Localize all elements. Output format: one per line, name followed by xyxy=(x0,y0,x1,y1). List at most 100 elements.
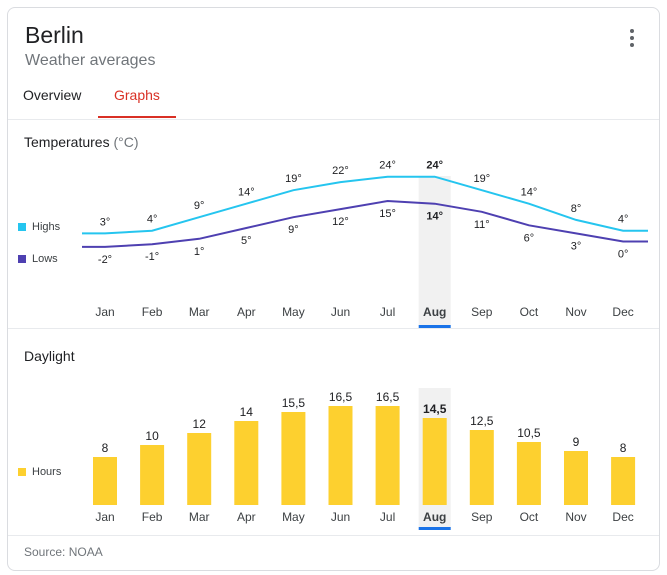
weather-card: Berlin Weather averages Overview Graphs … xyxy=(7,7,660,571)
tab-graphs[interactable]: Graphs xyxy=(114,87,160,103)
daylight-bar xyxy=(469,430,494,505)
highs-swatch xyxy=(18,223,26,231)
legend-lows: Lows xyxy=(18,253,58,265)
x-tick-label: Jun xyxy=(331,510,350,524)
highs-data-label: 24° xyxy=(379,160,396,172)
daylight-bar xyxy=(281,412,306,505)
temperature-unit: (°C) xyxy=(113,134,139,150)
daylight-data-label: 15,5 xyxy=(282,396,306,410)
daylight-bar xyxy=(564,451,588,505)
daylight-bar xyxy=(375,406,400,505)
card-subtitle: Weather averages xyxy=(25,52,156,69)
highs-series-line xyxy=(82,175,648,235)
daylight-title: Daylight xyxy=(24,348,75,364)
legend-hours: Hours xyxy=(18,466,61,478)
selected-month-band xyxy=(418,176,451,326)
daylight-data-label: 16,5 xyxy=(329,390,353,404)
highs-data-label: 24° xyxy=(426,160,443,172)
x-tick-label: Dec xyxy=(612,305,633,319)
daylight-bar xyxy=(93,457,117,505)
daylight-bar xyxy=(516,442,541,505)
highs-data-label: 19° xyxy=(473,173,490,185)
lows-data-label: -1° xyxy=(145,251,159,263)
x-tick-label: Oct xyxy=(520,305,539,319)
lows-series-line xyxy=(82,199,648,248)
daylight-bar xyxy=(611,457,636,505)
legend-hours-label: Hours xyxy=(32,466,62,478)
highs-data-label: 14° xyxy=(521,187,538,199)
lows-data-label: 14° xyxy=(426,211,443,223)
lows-data-label: 0° xyxy=(618,249,629,261)
x-tick-label: Sep xyxy=(471,510,493,524)
temperatures-title: Temperatures (°C) xyxy=(24,134,139,150)
daylight-data-label: 14 xyxy=(240,405,254,419)
lows-data-label: 6° xyxy=(524,232,535,244)
x-tick-label: Jan xyxy=(95,510,114,524)
x-tick-label: Apr xyxy=(237,305,256,319)
x-tick-label: Feb xyxy=(142,305,163,319)
x-tick-label: Mar xyxy=(189,305,210,319)
source-note: Source: NOAA xyxy=(24,545,103,559)
legend-lows-label: Lows xyxy=(32,253,58,265)
x-tick-label: Jun xyxy=(331,305,350,319)
daylight-bar xyxy=(187,433,212,505)
x-tick-label: Mar xyxy=(189,510,210,524)
x-tick-label: Jul xyxy=(380,305,395,319)
highs-data-label: 4° xyxy=(147,214,158,226)
x-tick-label: Apr xyxy=(237,510,256,524)
x-tick-label: May xyxy=(282,305,305,319)
x-tick-label: Dec xyxy=(612,510,633,524)
x-tick-label: Aug xyxy=(423,510,446,524)
x-tick-label: Oct xyxy=(520,510,539,524)
x-tick-label: Aug xyxy=(423,305,446,319)
divider xyxy=(8,328,659,329)
city-name: Berlin xyxy=(25,22,84,48)
daylight-bar xyxy=(422,418,447,505)
x-tick-label: Sep xyxy=(471,305,493,319)
daylight-data-label: 14,5 xyxy=(423,402,447,416)
daylight-data-label: 10,5 xyxy=(517,426,541,440)
divider xyxy=(8,535,659,536)
selected-month-indicator xyxy=(418,527,451,530)
lows-data-label: 15° xyxy=(379,208,396,220)
x-tick-label: Nov xyxy=(565,305,586,319)
highs-data-label: 22° xyxy=(332,165,349,177)
highs-data-label: 19° xyxy=(285,173,302,185)
lows-data-label: 11° xyxy=(474,219,490,231)
highs-data-label: 3° xyxy=(100,216,111,228)
lows-swatch xyxy=(18,255,26,263)
x-tick-label: Feb xyxy=(142,510,163,524)
highs-data-label: 14° xyxy=(238,187,255,199)
daylight-bar xyxy=(140,445,165,505)
lows-data-label: 9° xyxy=(288,224,299,236)
daylight-data-label: 12,5 xyxy=(470,414,494,428)
x-tick-label: Nov xyxy=(565,510,586,524)
daylight-data-label: 10 xyxy=(145,429,159,443)
active-tab-indicator xyxy=(98,116,176,118)
more-options-icon[interactable] xyxy=(621,27,643,49)
hours-swatch xyxy=(18,468,26,476)
daylight-data-label: 16,5 xyxy=(376,390,400,404)
lows-data-label: 12° xyxy=(332,216,349,228)
legend-highs: Highs xyxy=(18,221,60,233)
daylight-data-label: 9 xyxy=(573,435,580,449)
daylight-data-label: 8 xyxy=(620,441,627,455)
x-tick-label: Jul xyxy=(380,510,395,524)
temperature-chart: 3° 4° 9° 14° 19° 22° 24° 24° 19° 14° 8° 4° -2° -1° 1° 5… xyxy=(82,160,648,328)
highs-data-label: 8° xyxy=(571,203,582,215)
x-tick-label: May xyxy=(282,510,305,524)
highs-data-label: 4° xyxy=(618,214,629,226)
lows-data-label: -2° xyxy=(98,254,112,266)
divider xyxy=(8,119,659,120)
daylight-bar xyxy=(328,406,353,505)
x-tick-label: Jan xyxy=(95,305,114,319)
tab-overview[interactable]: Overview xyxy=(23,87,82,103)
highs-data-label: 9° xyxy=(194,200,205,212)
lows-data-label: 3° xyxy=(571,240,582,252)
legend-highs-label: Highs xyxy=(32,221,61,233)
lows-data-label: 1° xyxy=(194,246,205,258)
daylight-data-label: 12 xyxy=(193,417,207,431)
temperatures-title-text: Temperatures xyxy=(24,134,110,150)
daylight-bar xyxy=(234,421,259,505)
daylight-chart: 8 10 12 14 15,5 16,5 16,5 14,5 12,5 10,5 9 8 Jan Feb M… xyxy=(93,388,636,530)
